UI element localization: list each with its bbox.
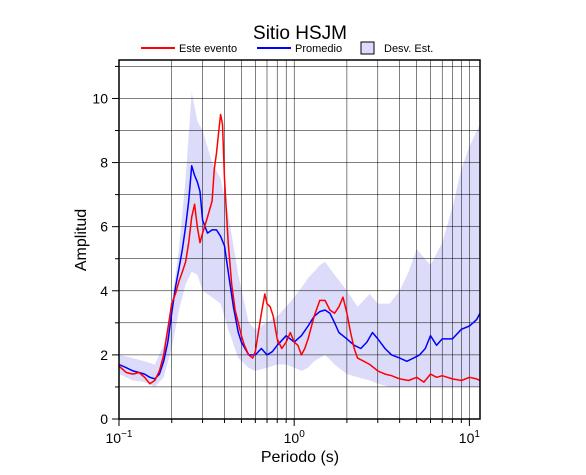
legend: Este evento Promedio Desv. Est.	[141, 41, 433, 55]
grid-layer	[118, 60, 480, 420]
legend-item-este-evento: Este evento	[141, 43, 237, 55]
series-line-este-evento	[118, 113, 481, 385]
y-tick-label: 0	[100, 411, 108, 427]
x-axis-label: Periodo (s)	[261, 449, 339, 466]
x-tick-label: 100	[284, 429, 306, 446]
y-tick-label: 4	[100, 283, 108, 299]
legend-label: Promedio	[295, 43, 342, 55]
legend-swatch	[360, 41, 375, 55]
series-line-promedio	[118, 165, 481, 380]
legend-item-promedio: Promedio	[257, 43, 342, 55]
y-tick-label: 8	[100, 155, 108, 171]
plot-frame	[118, 59, 481, 420]
series-layer	[118, 113, 481, 385]
y-tick-label: 6	[100, 219, 108, 235]
y-tick-label: 2	[100, 347, 108, 363]
std-band-layer	[119, 92, 480, 387]
legend-item-desv-est: Desv. Est.	[360, 41, 433, 55]
chart-title: Sitio HSJM	[253, 23, 347, 44]
legend-label: Desv. Est.	[384, 43, 433, 55]
y-axis-label: Amplitud	[73, 209, 90, 271]
legend-label: Este evento	[179, 43, 237, 55]
ticks-layer: 0 2 4 6 8 10 10−1 100 101	[92, 65, 481, 446]
y-tick-label: 10	[92, 90, 108, 106]
x-tick-label: 10−1	[106, 429, 133, 446]
x-tick-label: 101	[459, 429, 481, 446]
frame-layer	[118, 59, 481, 420]
std-band-area	[119, 92, 480, 387]
